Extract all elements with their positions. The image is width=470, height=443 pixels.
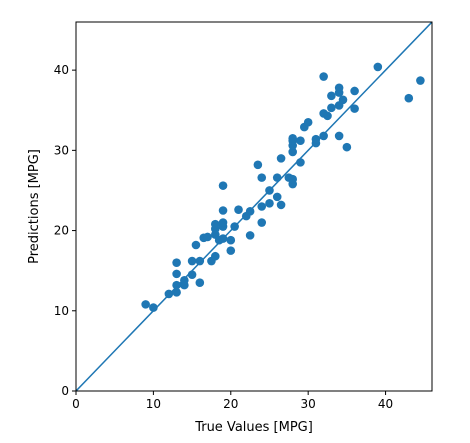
data-point	[149, 303, 158, 312]
x-tick-label: 0	[72, 397, 80, 411]
data-point	[350, 104, 359, 113]
data-point	[338, 95, 348, 105]
data-point	[172, 280, 181, 290]
data-point	[296, 158, 305, 167]
plot-area	[76, 22, 432, 391]
data-point	[416, 76, 425, 85]
data-point	[265, 186, 274, 195]
data-point	[218, 181, 228, 190]
data-point	[265, 198, 274, 208]
data-point	[211, 251, 220, 261]
data-point	[226, 235, 236, 245]
data-point	[211, 219, 220, 229]
data-point	[195, 256, 205, 266]
data-point	[288, 134, 297, 143]
data-point	[311, 134, 321, 144]
data-point	[257, 218, 267, 227]
data-point	[245, 207, 255, 216]
data-point	[218, 218, 228, 227]
data-point	[203, 232, 212, 242]
data-point	[288, 174, 297, 184]
data-point	[319, 131, 328, 141]
data-point	[272, 173, 282, 182]
data-point	[272, 192, 282, 202]
data-point	[257, 202, 267, 211]
data-point	[172, 269, 181, 279]
y-tick-label: 20	[54, 224, 69, 238]
y-axis-ticks: 0 10 20 30 40	[54, 63, 76, 398]
x-tick-label: 30	[301, 397, 316, 411]
data-point	[218, 206, 228, 215]
data-point	[164, 289, 174, 299]
data-point	[172, 288, 181, 297]
y-tick-label: 30	[54, 143, 69, 157]
data-point	[172, 258, 181, 267]
data-point	[319, 72, 328, 81]
data-point	[323, 111, 332, 121]
data-point	[288, 147, 297, 157]
data-point	[342, 142, 352, 152]
data-point	[218, 234, 228, 243]
axes-frame	[75, 21, 433, 392]
data-point	[253, 160, 263, 170]
data-point	[296, 136, 305, 146]
data-point	[234, 205, 243, 215]
x-tick-label: 40	[378, 397, 393, 411]
reference-line	[76, 22, 432, 391]
data-point	[276, 154, 286, 163]
data-point	[334, 83, 344, 93]
data-point	[303, 117, 313, 127]
data-point	[187, 270, 197, 279]
y-tick-label: 40	[54, 63, 69, 77]
data-point	[327, 91, 336, 101]
data-point	[257, 173, 267, 182]
y-tick-label: 0	[61, 384, 69, 398]
data-point	[327, 103, 336, 113]
x-tick-label: 10	[146, 397, 161, 411]
data-point	[350, 86, 359, 96]
data-point	[245, 231, 255, 240]
data-point	[226, 246, 236, 255]
y-tick-label: 10	[54, 304, 69, 318]
y-axis-label: Predictions [MPG]	[27, 149, 42, 264]
data-point	[191, 240, 201, 250]
data-point	[187, 256, 197, 266]
data-point	[195, 278, 205, 288]
data-point	[276, 200, 286, 210]
data-point	[230, 222, 239, 231]
data-point	[373, 62, 383, 72]
data-point	[404, 93, 414, 103]
x-axis-ticks: 0 10 20 30 40	[72, 391, 393, 411]
x-tick-label: 20	[223, 397, 238, 411]
data-point	[141, 300, 150, 309]
x-axis-label: True Values [MPG]	[194, 420, 313, 435]
data-point	[180, 276, 189, 285]
data-point	[334, 131, 344, 141]
